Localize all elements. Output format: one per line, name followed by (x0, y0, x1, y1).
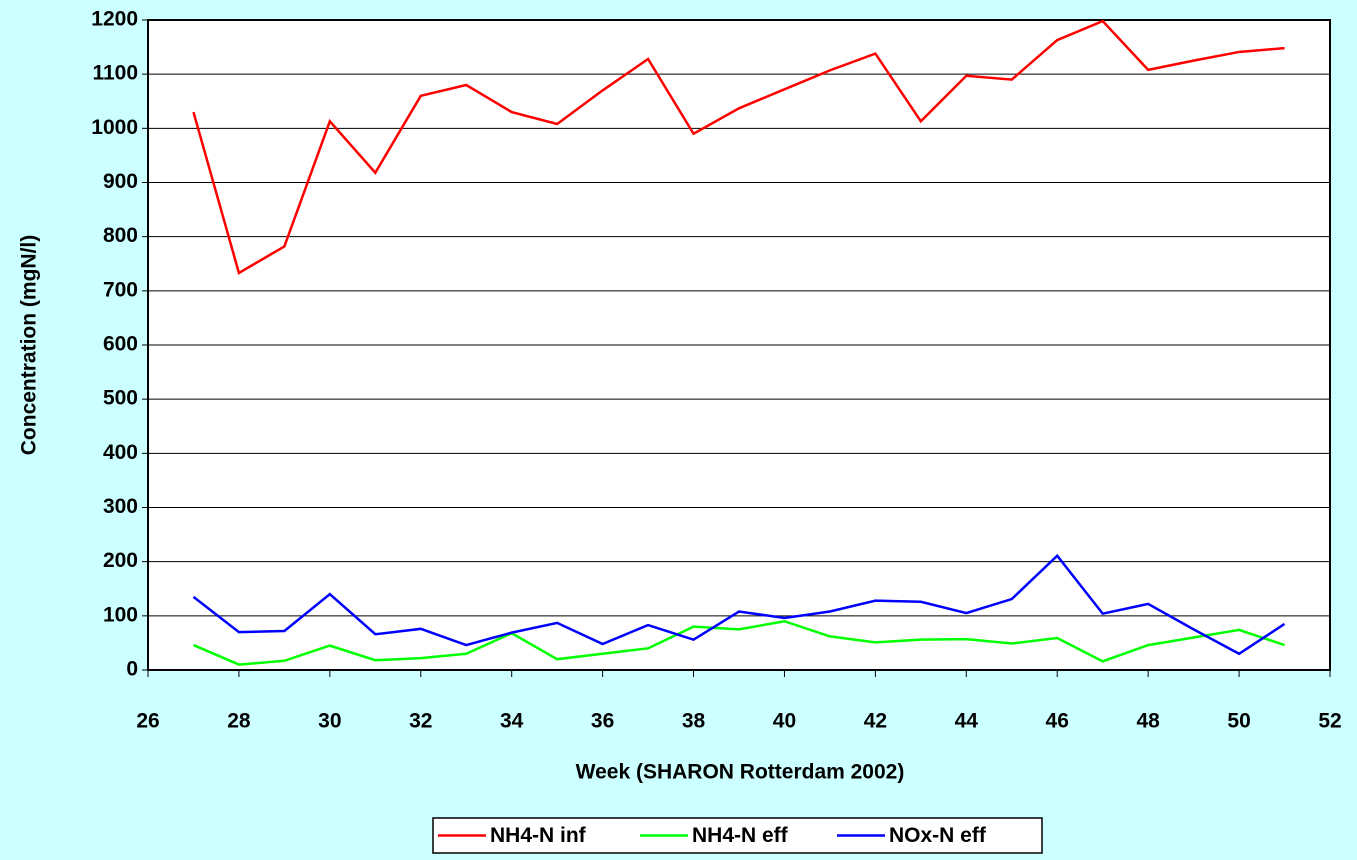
y-axis-label: Concentration (mgN/l) (18, 235, 41, 456)
series-line (192, 553, 1286, 656)
plot-border (147, 19, 1331, 671)
y-tick-label: 300 (103, 495, 138, 518)
x-tick-label: 40 (773, 710, 796, 733)
legend-box (432, 817, 1043, 854)
x-tick-label: 48 (1136, 710, 1160, 733)
y-tick-label: 0 (126, 658, 138, 681)
y-tick-label: 600 (103, 333, 138, 356)
y-tick-label: 1100 (92, 62, 138, 85)
series-line (192, 19, 1285, 275)
x-tick-label: 44 (955, 710, 979, 733)
x-tick-label: 30 (318, 710, 341, 733)
x-tick-label: 46 (1046, 710, 1069, 733)
y-tick-label: 200 (103, 549, 138, 572)
x-axis-label: Week (SHARON Rotterdam 2002) (576, 761, 905, 784)
series-line (192, 619, 1285, 666)
y-tick-label: 900 (103, 170, 138, 193)
y-tick-label: 400 (103, 441, 138, 464)
x-tick-label: 38 (682, 710, 706, 733)
legend-label: NOx-N eff (889, 824, 987, 847)
legend-label: NH4-N inf (490, 824, 587, 847)
y-tick-label: 1000 (91, 116, 138, 139)
x-tick-label: 32 (409, 710, 432, 733)
legend-label: NH4-N eff (692, 824, 789, 847)
y-tick-label: 800 (103, 224, 138, 247)
x-tick-label: 28 (227, 710, 251, 733)
y-tick-label: 100 (103, 603, 138, 626)
x-tick-label: 26 (136, 710, 159, 733)
x-tick-label: 50 (1227, 710, 1250, 733)
y-tick-label: 1200 (91, 8, 138, 31)
x-tick-label: 52 (1318, 710, 1341, 733)
x-tick-label: 36 (591, 710, 614, 733)
x-tick-label: 34 (500, 710, 524, 733)
y-tick-label: 500 (103, 387, 138, 410)
x-tick-label: 42 (864, 710, 887, 733)
y-tick-label: 700 (103, 278, 138, 301)
